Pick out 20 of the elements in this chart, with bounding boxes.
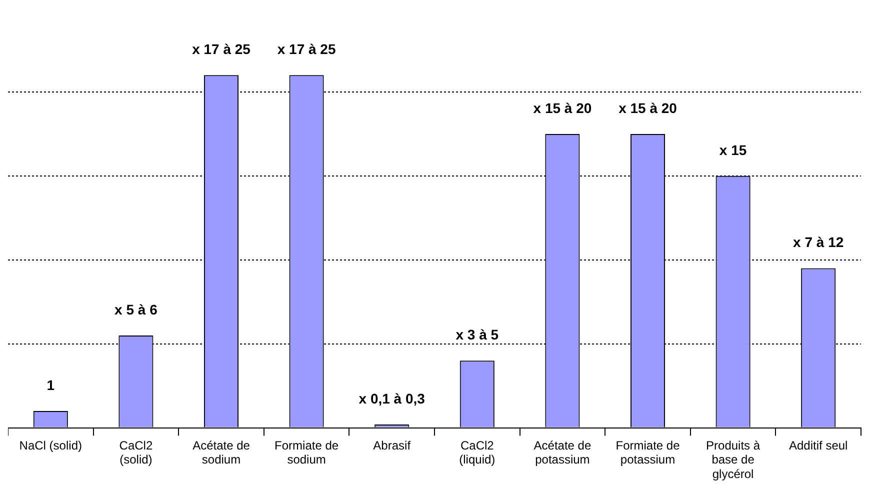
x-tick-label: Acétate de sodium <box>192 438 250 467</box>
data-label: x 5 à 6 <box>114 301 158 318</box>
x-tick-label: Acétate de potassium <box>534 438 592 467</box>
data-label: 1 <box>46 376 55 393</box>
data-label: x 0,1 à 0,3 <box>358 390 426 406</box>
x-tick-label: Additif seul <box>789 438 848 452</box>
data-label: x 3 à 5 <box>456 326 499 342</box>
data-label: x 15 à 20 <box>618 100 678 116</box>
data-label: x 17 à 25 <box>192 41 251 58</box>
x-tick-label: Formiate de potassium <box>616 438 680 467</box>
x-tick-label: Produits à base de glycérol <box>706 438 760 482</box>
x-tick-label: Formiate de sodium <box>274 438 339 467</box>
x-tick-label: CaCl2 (liquid) <box>459 438 496 467</box>
x-tick-label: NaCl (solid) <box>19 438 82 452</box>
data-label: x 17 à 25 <box>277 41 336 58</box>
data-label: x 7 à 12 <box>793 234 844 250</box>
x-tick-label: Abrasif <box>373 438 412 452</box>
data-label: x 15 <box>719 142 747 158</box>
x-tick-label: CaCl2 (solid) <box>119 438 153 467</box>
data-label: x 15 à 20 <box>533 100 592 116</box>
